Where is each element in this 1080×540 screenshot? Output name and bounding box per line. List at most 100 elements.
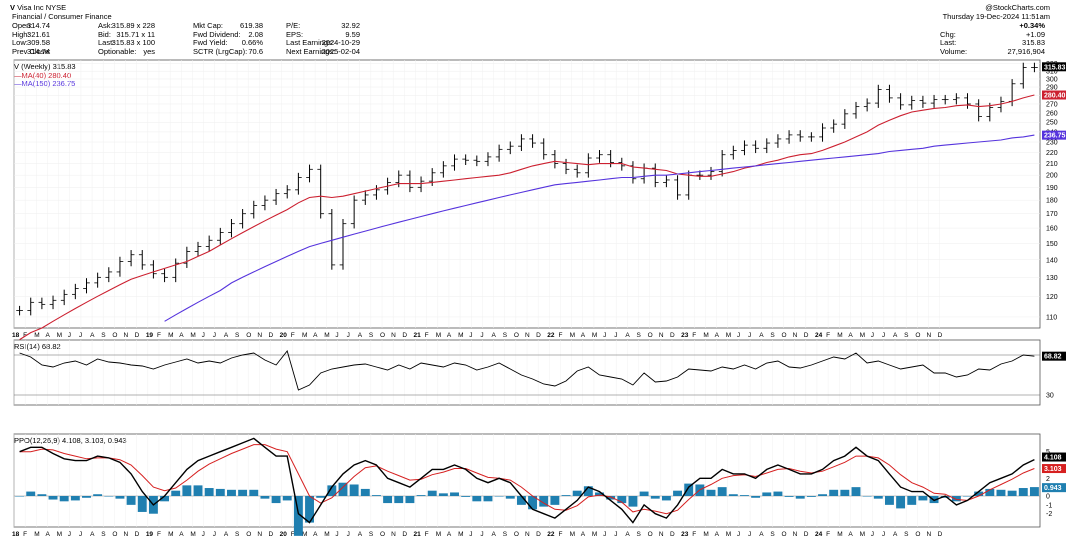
x-tick-label: A	[224, 531, 229, 538]
ppo-histogram-bar	[215, 488, 225, 496]
x-tick-label: M	[302, 531, 307, 538]
x-tick-label: 20	[280, 531, 288, 538]
rsi-value-label: 68.82	[1044, 354, 1062, 361]
ma150-line	[164, 134, 1035, 322]
x-tick-label: N	[793, 332, 798, 339]
x-tick-label: S	[235, 332, 240, 339]
quote2-value-3: yes	[143, 46, 155, 56]
legend-ma40: —MA(40) 280.40	[14, 71, 72, 80]
ppo-histogram-bar	[37, 494, 47, 496]
ppo-histogram-bar	[706, 489, 716, 496]
x-tick-label: M	[458, 332, 463, 339]
x-tick-label: A	[581, 531, 586, 538]
x-tick-label: O	[648, 332, 653, 339]
x-tick-label: M	[592, 332, 597, 339]
ppo-histogram-bar	[483, 496, 493, 502]
x-tick-label: J	[347, 332, 350, 339]
x-tick-label: J	[213, 531, 216, 538]
x-tick-label: A	[45, 332, 50, 339]
quote2-label-0: Ask:	[98, 21, 113, 30]
quote2-label-3: Optionable:	[98, 46, 137, 56]
x-tick-label: 22	[547, 332, 555, 339]
quote-value-3: 314.74	[27, 46, 50, 56]
x-tick-label: O	[782, 531, 787, 538]
x-tick-label: S	[369, 531, 374, 538]
x-tick-label: N	[391, 332, 396, 339]
quote5-value-0: +0.34%	[1019, 21, 1045, 30]
x-tick-label: S	[637, 531, 642, 538]
quote2-value-0: 315.89 x 228	[111, 21, 155, 30]
ppo-histogram-bar	[171, 490, 181, 496]
x-tick-label: D	[269, 332, 274, 339]
x-tick-label: A	[759, 332, 764, 339]
legend-ma40-text: MA(40) 280.40	[21, 71, 72, 80]
x-tick-label: J	[335, 332, 338, 339]
price-value-label-bg	[1042, 62, 1066, 72]
main-y-tick-label: 230	[1046, 140, 1058, 147]
sector-label: Financial / Consumer Finance	[12, 12, 112, 21]
quote2-value-2: 315.83 x 100	[111, 38, 155, 47]
x-tick-label: M	[34, 332, 39, 339]
x-tick-label: A	[581, 332, 586, 339]
x-tick-label: 21	[413, 531, 421, 538]
ppo-histogram-bar	[271, 496, 281, 504]
x-tick-label: J	[79, 531, 82, 538]
x-tick-label: D	[536, 332, 541, 339]
x-tick-label: A	[447, 531, 452, 538]
legend-rsi: RSI(14) 68.82	[14, 342, 61, 351]
ppo-histogram-bar	[717, 487, 727, 496]
x-tick-label: S	[369, 332, 374, 339]
rsi-value-label-bg	[1042, 351, 1066, 361]
x-tick-label: S	[904, 332, 909, 339]
x-tick-label: N	[659, 531, 664, 538]
main-y-tick-label: 170	[1046, 211, 1058, 218]
quote3-label-2: Fwd Yield:	[193, 38, 228, 47]
x-tick-label: 23	[681, 531, 689, 538]
ppo-histogram-bar	[405, 496, 415, 504]
x-tick-label: M	[436, 332, 441, 339]
ma40-line	[19, 94, 1035, 341]
quote-value-1: 321.61	[27, 29, 50, 39]
ppo-histogram-bar	[360, 488, 370, 496]
x-tick-label: S	[503, 332, 508, 339]
quote3-value-3: 70.6	[248, 46, 263, 56]
quote5-label-3: Volume:	[940, 46, 968, 56]
x-tick-label: S	[770, 332, 775, 339]
x-tick-label: J	[480, 531, 483, 538]
x-tick-label: N	[525, 332, 530, 339]
x-tick-label: D	[402, 531, 407, 538]
x-tick-label: J	[737, 531, 740, 538]
x-tick-label: F	[692, 531, 696, 538]
x-tick-label: D	[670, 332, 675, 339]
legend-main: V (Weekly) 315.83	[14, 62, 76, 71]
quote2-label-2: Last:	[98, 38, 115, 47]
x-tick-label: D	[670, 531, 675, 538]
ppo-histogram-bar	[82, 496, 91, 498]
main-y-tick-label: 180	[1046, 198, 1058, 205]
quote-value-0: 314.74	[27, 21, 50, 30]
x-tick-label: J	[347, 531, 350, 538]
ppo-hist-value-label-bg	[1042, 483, 1066, 493]
quote-label-3: Prev Close:	[12, 46, 51, 56]
x-tick-label: S	[637, 332, 642, 339]
x-tick-label: F	[425, 531, 429, 538]
ppo-histogram-bar	[907, 496, 917, 505]
ppo-histogram-bar	[371, 495, 381, 496]
ppo-histogram-bar	[260, 496, 270, 499]
ppo-histogram-bar	[327, 485, 337, 496]
main-y-tick-label: 300	[1046, 76, 1058, 83]
quote-value-2: 309.58	[27, 38, 50, 47]
legend-ppo: PPO(12,26,9) 4.108, 3.103, 0.943	[14, 436, 127, 445]
x-tick-label: A	[447, 332, 452, 339]
ppo-histogram-bar	[516, 496, 526, 505]
quote3-value-1: 2.08	[248, 29, 263, 39]
quote3-value-0: 619.38	[240, 21, 263, 30]
main-y-tick-label: 260	[1046, 110, 1058, 117]
legend-ma150-text: MA(150) 236.75	[21, 79, 76, 88]
ppo-histogram-bar	[773, 491, 783, 496]
x-tick-label: J	[335, 531, 338, 538]
ppo-histogram-bar	[985, 488, 995, 496]
quote5-value-3: 27,916,904	[1007, 46, 1045, 56]
x-tick-label: 23	[681, 332, 689, 339]
